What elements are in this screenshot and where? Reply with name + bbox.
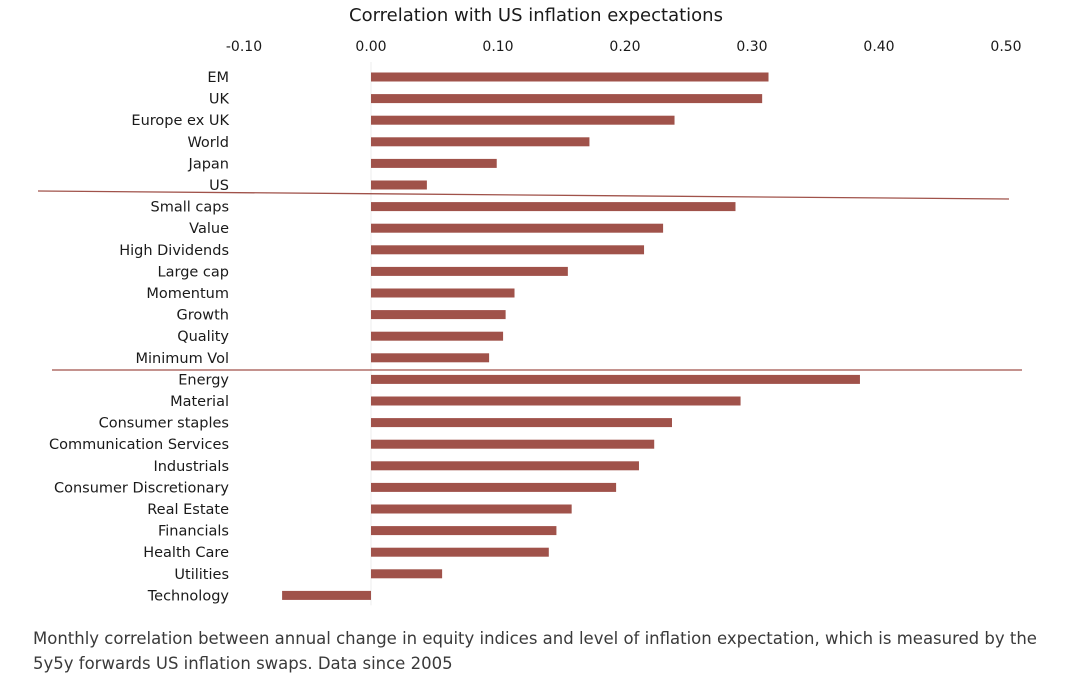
- chart-caption: Monthly correlation between annual chang…: [33, 629, 1037, 673]
- category-label: US: [209, 178, 229, 194]
- x-tick-label: 0.50: [990, 39, 1021, 55]
- chart-title: Correlation with US inflation expectatio…: [349, 5, 723, 26]
- bar-momentum: [371, 288, 515, 298]
- bars: [282, 72, 860, 600]
- category-label: Large cap: [158, 264, 229, 280]
- category-label: High Dividends: [119, 243, 229, 259]
- category-label: Energy: [178, 372, 229, 388]
- category-label: Communication Services: [49, 437, 229, 453]
- bar-consumer-staples: [371, 418, 672, 428]
- bar-material: [371, 396, 741, 406]
- bar-small-caps: [371, 202, 736, 212]
- category-label: Value: [189, 221, 229, 237]
- category-label: Growth: [177, 308, 230, 324]
- group-separators: [37, 190, 1022, 371]
- x-tick-label: 0.00: [355, 39, 386, 55]
- category-label: EM: [207, 70, 229, 86]
- category-label: Material: [170, 394, 229, 410]
- category-label: Utilities: [174, 567, 229, 583]
- bar-real-estate: [371, 504, 572, 514]
- category-label: Consumer staples: [99, 416, 229, 432]
- x-tick-label: 0.40: [863, 39, 894, 55]
- category-label: Japan: [188, 156, 229, 172]
- category-labels: EM UK Europe ex UK World Japan US Small caps Va…: [49, 70, 230, 604]
- bar-minimum-vol: [371, 353, 490, 363]
- x-tick-label: -0.10: [226, 39, 262, 55]
- x-tick-label: 0.30: [736, 39, 767, 55]
- x-axis-ticks: -0.10 0.00 0.10 0.20 0.30 0.40 0.50: [226, 39, 1022, 55]
- category-label: Industrials: [153, 459, 229, 475]
- x-tick-label: 0.10: [482, 39, 513, 55]
- bar-technology: [282, 590, 371, 600]
- bar-us: [371, 180, 427, 190]
- category-label: Europe ex UK: [131, 113, 229, 129]
- category-label: Momentum: [146, 286, 229, 302]
- category-label: Real Estate: [147, 502, 229, 518]
- group-separator-line: [37, 190, 1010, 200]
- bar-consumer-discretionary: [371, 482, 617, 492]
- bar-value: [371, 223, 664, 233]
- category-label: World: [187, 135, 229, 151]
- bar-high-dividends: [371, 245, 645, 255]
- category-label: Health Care: [143, 545, 229, 561]
- bar-quality: [371, 331, 504, 341]
- bar-communication-services: [371, 439, 655, 449]
- bar-uk: [371, 94, 763, 104]
- category-label: Consumer Discretionary: [54, 480, 229, 496]
- category-label: Quality: [177, 329, 229, 345]
- category-label: UK: [209, 92, 230, 108]
- bar-financials: [371, 526, 557, 536]
- category-label: Financials: [158, 524, 229, 540]
- bar-em: [371, 72, 769, 82]
- category-label: Small caps: [151, 200, 230, 216]
- category-label: Technology: [147, 588, 230, 604]
- bar-large-cap: [371, 266, 568, 276]
- bar-energy: [371, 374, 860, 384]
- x-tick-label: 0.20: [609, 39, 640, 55]
- bar-world: [371, 137, 590, 147]
- correlation-bar-chart: Correlation with US inflation expectatio…: [37, 5, 1022, 606]
- bar-utilities: [371, 569, 443, 579]
- bar-japan: [371, 158, 497, 168]
- category-label: Minimum Vol: [136, 351, 230, 367]
- bar-growth: [371, 310, 506, 320]
- bar-europe-ex-uk: [371, 115, 675, 125]
- bar-health-care: [371, 547, 549, 557]
- bar-industrials: [371, 461, 639, 471]
